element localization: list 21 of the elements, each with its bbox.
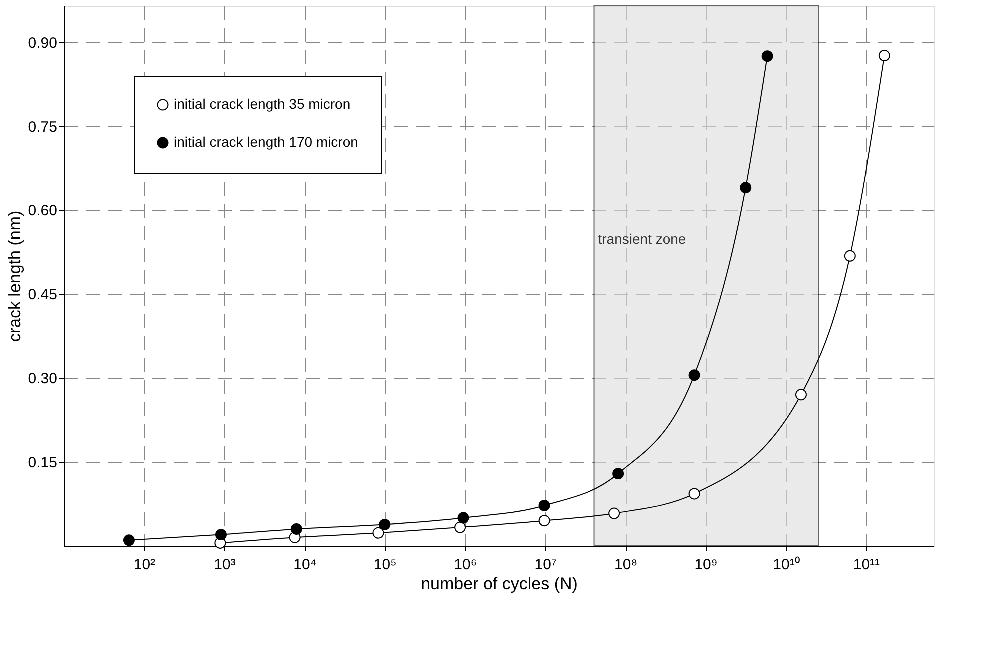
y-axis-title: crack length (nm) [5,210,24,342]
y-tick-label: 0.30 [28,370,58,388]
band-label: transient zone [598,230,686,247]
x-tick-label: 10⁵ [374,556,397,574]
x-tick-label: 10⁹ [694,556,718,574]
x-tick-label: 10⁷ [534,556,557,574]
x-tick-label: 10¹¹ [853,556,880,574]
x-tick-label: 10³ [214,556,236,574]
legend-label: initial crack length 35 micron [174,96,351,112]
x-tick-label: 10⁶ [454,556,478,574]
y-tick-label: 0.45 [28,286,58,304]
x-axis-title: number of cycles (N) [421,574,578,594]
legend-label: initial crack length 170 micron [174,134,358,150]
y-tick-label: 0.15 [28,454,58,472]
y-tick-label: 0.90 [28,34,58,52]
y-tick-label: 0.75 [28,118,58,136]
x-tick-label: 10⁸ [614,556,638,574]
x-tick-label: 10¹⁰ [773,556,800,574]
x-tick-label: 10⁴ [294,556,317,574]
x-tick-label: 10² [134,556,156,574]
y-tick-label: 0.60 [28,202,58,220]
